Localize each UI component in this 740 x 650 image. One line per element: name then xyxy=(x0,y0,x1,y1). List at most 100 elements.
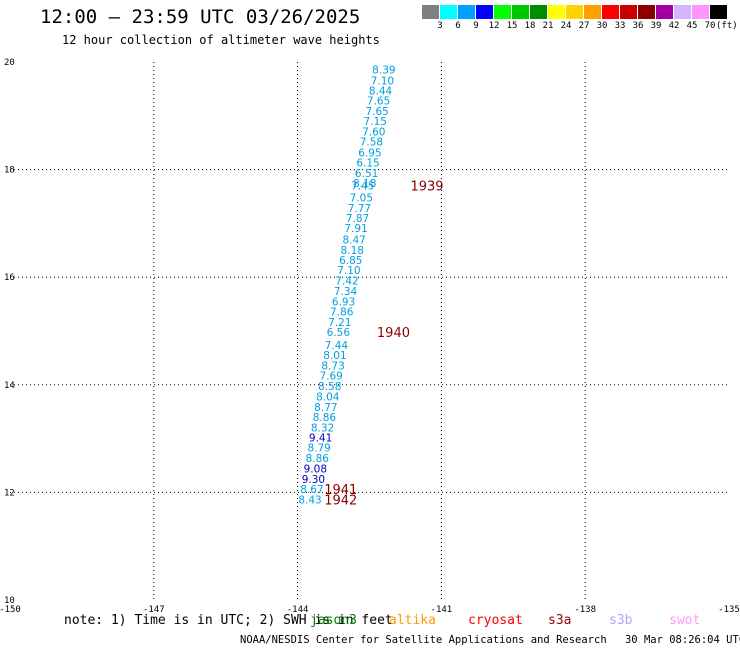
color-swatch xyxy=(620,5,637,19)
wave-height-point: 8.67 xyxy=(300,484,323,496)
color-swatch xyxy=(638,5,655,19)
credit-text: NOAA/NESDIS Center for Satellite Applica… xyxy=(240,634,607,646)
wave-height-point: 7.65 xyxy=(365,106,388,118)
wave-height-point: 8.32 xyxy=(311,422,334,434)
wave-height-point: 6.93 xyxy=(332,296,355,308)
wave-height-point: 6.85 xyxy=(339,255,362,267)
time-label: 1940 xyxy=(377,326,410,341)
wave-height-point: 7.87 xyxy=(346,213,369,225)
wave-height-point: 7.91 xyxy=(344,223,367,235)
wave-height-point: 8.58 xyxy=(318,381,341,393)
color-swatch-label: 24 xyxy=(560,21,572,31)
color-swatch xyxy=(512,5,529,19)
credit-line: NOAA/NESDIS Center for Satellite Applica… xyxy=(240,634,740,646)
color-swatch xyxy=(710,5,727,19)
color-swatch xyxy=(530,5,547,19)
color-swatch xyxy=(602,5,619,19)
color-swatch-label: 21 xyxy=(542,21,554,31)
wave-height-point: 9.08 xyxy=(304,464,327,476)
color-swatch-label: 3 xyxy=(437,21,443,31)
wave-height-point: 9.30 xyxy=(302,474,325,486)
wave-height-point: 7.65 xyxy=(367,96,390,108)
wave-height-point: 6.51 xyxy=(355,168,378,180)
wave-height-point: 6.95 xyxy=(358,147,381,159)
wave-height-point: 7.05 xyxy=(350,193,373,205)
color-swatch xyxy=(548,5,565,19)
color-swatch xyxy=(440,5,457,19)
satellite-legend-jason3: jason3 xyxy=(310,613,357,628)
color-swatch-label: 42 xyxy=(668,21,680,31)
color-swatch xyxy=(692,5,709,19)
color-swatch-label: 30 xyxy=(596,21,608,31)
wave-height-point: 8.86 xyxy=(306,453,330,465)
chart-subtitle: 12 hour collection of altimeter wave hei… xyxy=(62,33,380,47)
color-swatch-label: 70 xyxy=(704,21,716,31)
satellite-legend-cryosat: cryosat xyxy=(468,613,523,628)
timestamp: 30 Mar 08:26:04 UTC 2025 xyxy=(624,634,740,646)
color-swatch-label: 9 xyxy=(473,21,479,31)
wave-height-point: 7.44 xyxy=(325,340,349,352)
satellite-legend-altika: altika xyxy=(389,613,436,628)
x-tick-label: -138 xyxy=(574,605,596,615)
satellite-legend-s3a: s3a xyxy=(548,613,572,628)
wave-height-point: 7.10 xyxy=(371,75,394,87)
wave-height-point: 7.60 xyxy=(362,126,385,138)
color-swatch-label: 36 xyxy=(632,21,644,31)
x-tick-label: -144 xyxy=(287,605,309,615)
color-swatch-label: 33 xyxy=(614,21,626,31)
wave-height-point: 9.41 xyxy=(309,433,332,445)
satellite-legend-swot: swot xyxy=(669,613,701,628)
color-swatch-label: 12 xyxy=(488,21,500,31)
wave-height-point: 7.58 xyxy=(360,137,383,149)
time-label: 1942 xyxy=(324,493,357,508)
footer-note: note: 1) Time is in UTC; 2) SWH is in fe… xyxy=(64,613,393,628)
satellite-legend-s3b: s3b xyxy=(609,613,633,628)
y-tick-label: 14 xyxy=(4,381,15,391)
color-swatch xyxy=(494,5,511,19)
color-swatch xyxy=(476,5,493,19)
color-swatch-label: 6 xyxy=(455,21,461,31)
color-swatch-label: 39 xyxy=(650,21,662,31)
wave-height-point: 8.39 xyxy=(372,65,395,77)
wave-height-point: 7.86 xyxy=(330,307,354,319)
x-tick-label: -141 xyxy=(431,605,453,615)
color-swatch xyxy=(656,5,673,19)
wave-height-point: 8.43 xyxy=(298,494,321,506)
wave-height-point: 8.47 xyxy=(342,235,365,247)
y-tick-label: 16 xyxy=(4,273,15,283)
color-swatch xyxy=(674,5,691,19)
color-swatch-label: 27 xyxy=(578,21,590,31)
wave-height-point: 8.01 xyxy=(323,350,346,362)
x-tick-label: -147 xyxy=(143,605,165,615)
y-tick-label: 12 xyxy=(4,488,15,498)
color-swatch xyxy=(584,5,601,19)
time-label: 1939 xyxy=(410,180,443,195)
wave-height-point: 7.10 xyxy=(337,265,360,277)
x-tick-label: -150 xyxy=(0,605,21,615)
color-swatch-label: 18 xyxy=(524,21,536,31)
wave-height-point: 6.15 xyxy=(356,158,379,170)
wave-height-point: 7.15 xyxy=(364,116,387,128)
wave-height-point: 7.77 xyxy=(348,203,371,215)
wave-height-point: 8.44 xyxy=(369,86,393,98)
wave-height-point: 7.21 xyxy=(328,317,351,329)
y-tick-label: 10 xyxy=(4,596,15,606)
wave-height-point: 8.79 xyxy=(307,443,330,455)
wave-height-point: 8.73 xyxy=(321,360,344,372)
time-label: 1941 xyxy=(324,483,357,498)
y-tick-label: 20 xyxy=(4,58,15,68)
wave-height-point: 8.04 xyxy=(316,392,340,404)
wave-height-point: 7.34 xyxy=(334,286,358,298)
wave-height-point: 8.18 xyxy=(353,178,376,190)
color-legend-unit: (ft) xyxy=(716,21,738,31)
wave-height-point: 8.77 xyxy=(314,402,337,414)
x-tick-label: -135 xyxy=(718,605,740,615)
wave-height-point: 8.86 xyxy=(313,412,337,424)
wave-height-point: 6.56 xyxy=(327,327,351,339)
color-swatch xyxy=(458,5,475,19)
color-swatch-label: 15 xyxy=(506,21,518,31)
wave-height-point: 7.42 xyxy=(335,275,358,287)
color-swatch xyxy=(422,5,439,19)
color-swatch-label: 45 xyxy=(686,21,698,31)
